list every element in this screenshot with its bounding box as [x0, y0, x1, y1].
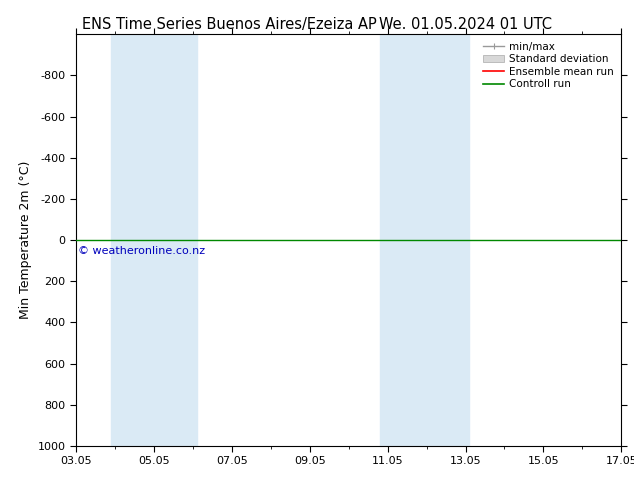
Bar — [380, 34, 427, 446]
Legend: min/max, Standard deviation, Ensemble mean run, Controll run: min/max, Standard deviation, Ensemble me… — [481, 40, 616, 92]
Text: We. 01.05.2024 01 UTC: We. 01.05.2024 01 UTC — [378, 17, 552, 32]
Text: © weatheronline.co.nz: © weatheronline.co.nz — [78, 246, 205, 256]
Text: ENS Time Series Buenos Aires/Ezeiza AP: ENS Time Series Buenos Aires/Ezeiza AP — [82, 17, 377, 32]
Bar — [427, 34, 469, 446]
Bar — [111, 34, 197, 446]
Y-axis label: Min Temperature 2m (°C): Min Temperature 2m (°C) — [19, 161, 32, 319]
